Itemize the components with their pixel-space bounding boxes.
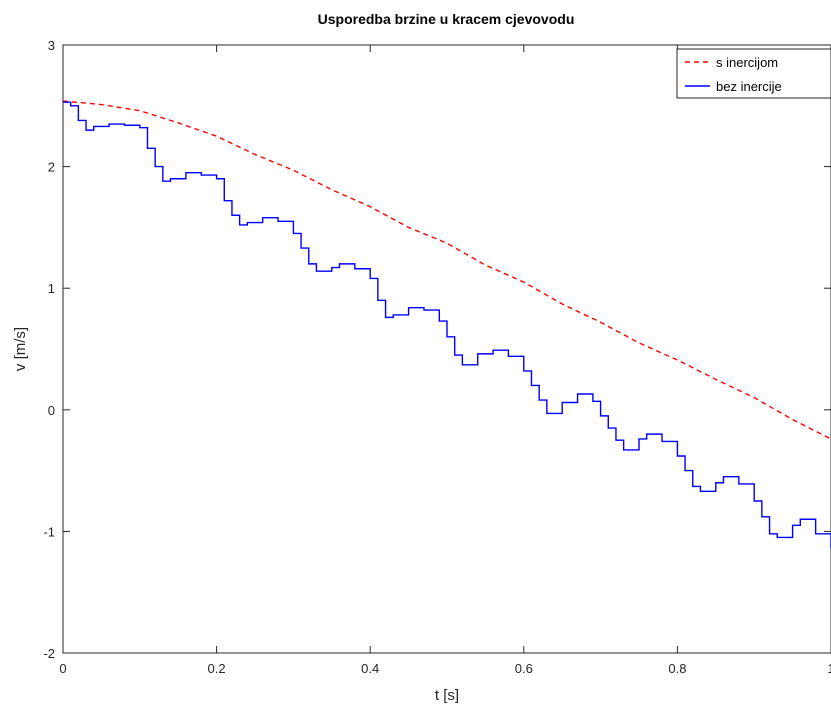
series-line-1 xyxy=(63,101,831,549)
axis-ticks xyxy=(62,44,831,654)
x-tick-label: 0.2 xyxy=(208,661,226,676)
chart-title: Usporedba brzine u kracem cjevovodu xyxy=(318,11,575,27)
legend-label-bez-inercije: bez inercije xyxy=(716,79,782,94)
legend: s inercijom bez inercije xyxy=(676,48,831,99)
y-axis-label: v [m/s] xyxy=(12,327,29,371)
y-tick-label: -2 xyxy=(43,646,55,661)
y-tick-label: 3 xyxy=(48,38,55,53)
y-tick-label: -1 xyxy=(43,524,55,539)
y-tick-label: 0 xyxy=(48,403,55,418)
x-axis-label: t [s] xyxy=(435,687,459,704)
legend-box xyxy=(676,48,831,99)
y-tick-label: 2 xyxy=(48,160,55,175)
plot-area xyxy=(62,44,831,654)
x-tick-label: 1 xyxy=(827,661,831,676)
x-tick-label: 0 xyxy=(59,661,66,676)
series-layer xyxy=(62,100,831,549)
y-tick-label: 1 xyxy=(48,281,55,296)
x-tick-label: 0.6 xyxy=(515,661,533,676)
x-tick-label: 0.8 xyxy=(668,661,686,676)
legend-label-s-inercijom: s inercijom xyxy=(716,55,778,70)
axis-tick-labels: 0 0.2 0.4 0.6 0.8 1 -2 -1 0 1 2 3 xyxy=(43,38,831,676)
x-tick-label: 0.4 xyxy=(361,661,379,676)
